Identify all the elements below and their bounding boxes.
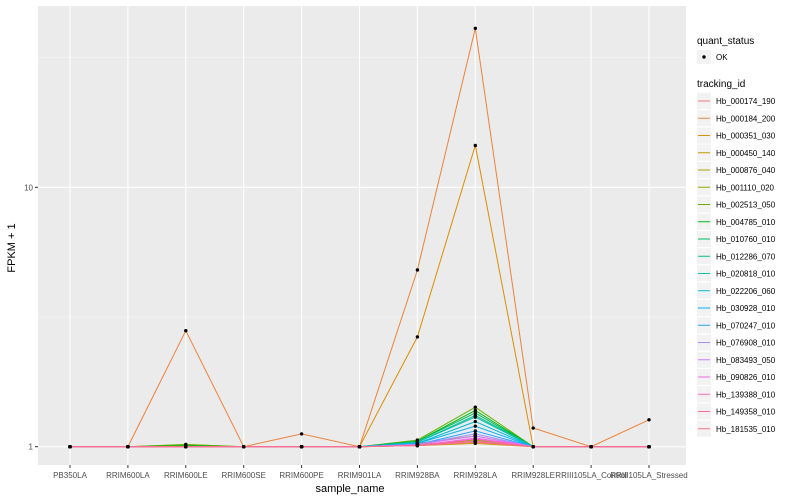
y-tick-label: 10 [24, 183, 33, 192]
tracking-id-entries: Hb_000174_190 Hb_000184_200 Hb_000351_030 H… [697, 93, 776, 437]
legend-label: Hb_139388_010 [716, 390, 776, 399]
data-point [473, 408, 477, 413]
x-tick-label: PB350LA [53, 471, 87, 480]
y-axis: 1 10 [24, 183, 38, 452]
data-point [473, 440, 477, 444]
panel-background [38, 6, 686, 465]
legend-label: Hb_070247_010 [716, 321, 776, 330]
legend-label: Hb_010760_010 [716, 235, 776, 244]
data-point [589, 444, 593, 449]
legend-label: Hb_002513_050 [716, 201, 776, 210]
legend-label: Hb_012286_070 [716, 252, 776, 261]
data-point [473, 26, 477, 31]
legend-title-quant-status: quant_status [697, 36, 754, 47]
data-point [647, 418, 651, 422]
data-point [299, 432, 304, 436]
x-tick-label: RRIII105LA_Stressed [610, 471, 687, 480]
legend-title-tracking-id: tracking_id [697, 79, 745, 90]
legend: quant_status OK tracking_id Hb_000174_19… [697, 36, 776, 437]
legend-label: Hb_000184_200 [716, 114, 776, 123]
y-axis-title: FPKM + 1 [6, 223, 18, 272]
data-point [357, 444, 362, 449]
x-tick-label: RRIM928LA [454, 471, 498, 480]
data-point [415, 443, 420, 448]
data-point [473, 405, 477, 409]
quant-status-entries: OK [697, 50, 728, 64]
data-point [531, 444, 535, 449]
legend-label: Hb_001110_020 [716, 183, 775, 192]
data-point [473, 143, 477, 148]
legend-label: Hb_030928_010 [716, 304, 776, 313]
data-point [531, 426, 535, 430]
data-point [473, 411, 477, 415]
legend-label: Hb_022206_060 [716, 287, 776, 296]
data-point [299, 444, 304, 449]
legend-label: OK [716, 53, 728, 62]
data-point [647, 444, 651, 449]
data-point [184, 329, 188, 333]
data-point [473, 415, 477, 419]
data-point [68, 444, 72, 449]
data-point [473, 429, 477, 433]
legend-label: Hb_149358_010 [716, 408, 776, 417]
legend-label: Hb_000876_040 [716, 166, 776, 175]
legend-label: Hb_020818_010 [716, 270, 776, 279]
data-point [415, 335, 420, 339]
data-point [126, 444, 130, 449]
x-tick-label: RRIM600LE [164, 471, 208, 480]
x-tick-label: RRIM928LE [511, 471, 555, 480]
x-tick-label: RRIM600LA [106, 471, 150, 480]
data-point [184, 444, 188, 449]
legend-label: Hb_000450_140 [716, 149, 776, 158]
legend-label: Hb_076908_010 [716, 339, 776, 348]
legend-label: Hb_000351_030 [716, 132, 776, 141]
x-axis: PB350LA RRIM600LA RRIM600LE RRIM600SE RRIM60… [53, 465, 688, 480]
legend-label: Hb_181535_010 [716, 425, 776, 434]
legend-label: Hb_090826_010 [716, 373, 776, 382]
legend-label: Hb_083493_050 [716, 356, 776, 365]
x-tick-label: RRIM901LA [338, 471, 382, 480]
y-tick-label: 1 [29, 443, 34, 452]
data-point [473, 424, 477, 428]
legend-point-icon [702, 55, 706, 59]
x-tick-label: RRIM600SE [221, 471, 265, 480]
data-point [242, 444, 246, 449]
x-axis-title: sample_name [315, 483, 384, 495]
x-tick-label: RRIII105LA_Control [555, 471, 627, 480]
x-tick-label: RRIM600PE [279, 471, 323, 480]
plot-panel [38, 6, 686, 465]
x-tick-label: RRIM928BA [395, 471, 440, 480]
data-point [473, 419, 477, 424]
legend-label: Hb_000174_190 [716, 97, 776, 106]
data-point [415, 268, 420, 272]
legend-label: Hb_004785_010 [716, 218, 776, 227]
